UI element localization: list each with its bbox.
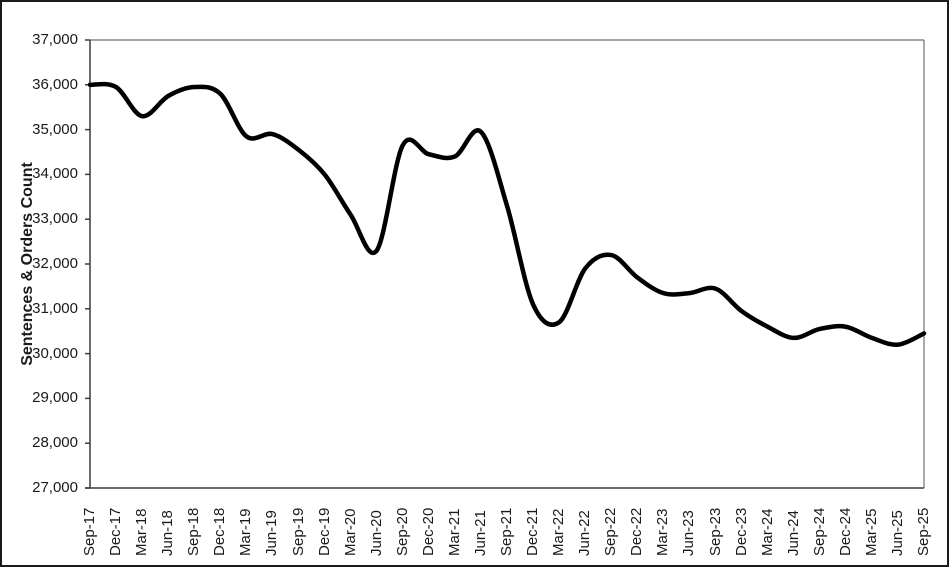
- x-tick-label: Mar-20: [341, 508, 359, 556]
- y-tick-label: 29,000: [32, 389, 78, 407]
- y-tick-label: 36,000: [32, 75, 78, 93]
- x-tick-label: Mar-21: [445, 508, 463, 556]
- x-tick-label: Mar-25: [862, 508, 880, 556]
- y-tick-label: 34,000: [32, 165, 78, 183]
- x-tick-label: Jun-18: [159, 510, 177, 556]
- x-tick-label: Dec-19: [315, 507, 333, 556]
- y-tick-label: 37,000: [32, 31, 78, 48]
- x-tick-label: Jun-23: [680, 510, 698, 556]
- x-tick-label: Mar-19: [237, 508, 255, 556]
- x-tick-label: Jun-21: [471, 510, 489, 556]
- y-tick-label: 31,000: [32, 299, 78, 317]
- x-tick-label: Sep-23: [706, 507, 724, 556]
- y-tick-label: 35,000: [32, 120, 78, 138]
- data-line: [87, 81, 927, 347]
- x-tick-label: Mar-23: [654, 508, 672, 556]
- y-tick-label: 28,000: [32, 434, 78, 452]
- x-tick-label: Dec-21: [524, 507, 542, 556]
- x-tick-label: Jun-19: [263, 510, 281, 556]
- x-tick-label: Dec-24: [836, 507, 854, 556]
- x-tick-label: Jun-24: [784, 510, 802, 556]
- x-tick-label: Sep-22: [602, 507, 620, 556]
- x-tick-label: Dec-23: [732, 507, 750, 556]
- x-tick-label: Dec-22: [628, 507, 646, 556]
- x-tick-label: Mar-18: [133, 508, 151, 556]
- x-tick-label: Sep-20: [393, 507, 411, 556]
- x-tick-label: Dec-20: [419, 507, 437, 556]
- x-tick-label: Jun-22: [576, 510, 594, 556]
- x-tick-label: Jun-25: [888, 510, 906, 556]
- x-tick-label: Jun-20: [367, 510, 385, 556]
- x-tick-label: Mar-24: [758, 508, 776, 556]
- y-tick-label: 32,000: [32, 255, 78, 272]
- x-tick-label: Dec-17: [107, 507, 125, 556]
- x-tick-label: Sep-18: [185, 507, 203, 556]
- x-tick-label: Dec-18: [211, 507, 229, 556]
- y-tick-label: 33,000: [32, 210, 78, 228]
- x-tick-label: Sep-21: [498, 507, 515, 556]
- x-tick-label: Sep-17: [81, 507, 98, 556]
- x-tick-label: Sep-24: [810, 507, 828, 556]
- x-tick-label: Sep-25: [915, 507, 932, 556]
- x-tick-label: Sep-19: [289, 507, 307, 556]
- x-tick-label: Mar-22: [550, 508, 568, 556]
- y-tick-label: 30,000: [32, 344, 78, 362]
- y-tick-label: 27,000: [32, 479, 78, 496]
